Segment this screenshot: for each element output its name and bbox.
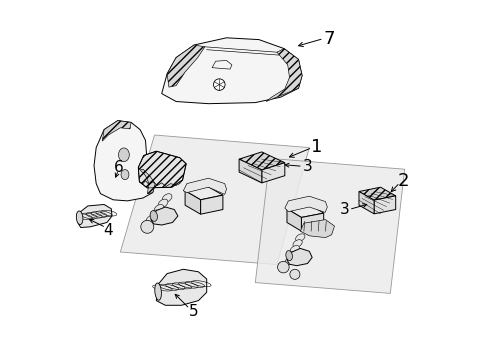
Ellipse shape xyxy=(155,283,161,300)
Polygon shape xyxy=(239,159,261,183)
Polygon shape xyxy=(286,204,323,217)
Polygon shape xyxy=(212,60,231,69)
Polygon shape xyxy=(255,158,404,293)
Polygon shape xyxy=(301,213,323,231)
Polygon shape xyxy=(120,135,309,265)
Ellipse shape xyxy=(287,251,296,259)
Text: 1: 1 xyxy=(310,138,322,156)
Ellipse shape xyxy=(292,240,302,247)
Polygon shape xyxy=(358,192,373,214)
Text: 5: 5 xyxy=(188,304,198,319)
Ellipse shape xyxy=(285,257,294,265)
Ellipse shape xyxy=(76,211,83,225)
Ellipse shape xyxy=(158,199,167,208)
Polygon shape xyxy=(239,152,284,170)
Text: 6: 6 xyxy=(114,160,124,175)
Polygon shape xyxy=(300,220,334,238)
Ellipse shape xyxy=(150,211,157,221)
Text: 2: 2 xyxy=(396,172,408,190)
Text: 3: 3 xyxy=(302,159,312,174)
Polygon shape xyxy=(185,186,223,200)
Polygon shape xyxy=(265,49,302,102)
Polygon shape xyxy=(151,207,178,225)
Polygon shape xyxy=(284,196,326,212)
Ellipse shape xyxy=(154,204,163,213)
Polygon shape xyxy=(185,191,200,214)
Polygon shape xyxy=(358,187,395,200)
Ellipse shape xyxy=(285,251,292,261)
Text: 7: 7 xyxy=(323,30,334,48)
Polygon shape xyxy=(167,45,204,87)
Ellipse shape xyxy=(162,194,172,202)
Circle shape xyxy=(289,269,299,279)
Ellipse shape xyxy=(146,215,156,224)
Circle shape xyxy=(141,220,153,233)
Text: 3: 3 xyxy=(339,202,349,217)
Circle shape xyxy=(277,261,288,273)
Ellipse shape xyxy=(295,234,305,241)
Circle shape xyxy=(213,79,224,90)
Ellipse shape xyxy=(118,148,129,162)
Polygon shape xyxy=(286,248,311,266)
Polygon shape xyxy=(102,121,131,141)
Polygon shape xyxy=(94,121,155,201)
Polygon shape xyxy=(140,169,155,194)
Ellipse shape xyxy=(290,246,299,253)
Polygon shape xyxy=(78,204,112,228)
Polygon shape xyxy=(138,151,186,188)
Polygon shape xyxy=(183,178,226,194)
Text: 4: 4 xyxy=(102,223,112,238)
Polygon shape xyxy=(200,195,223,214)
Polygon shape xyxy=(162,38,302,104)
Polygon shape xyxy=(373,196,395,214)
Polygon shape xyxy=(156,269,206,305)
Ellipse shape xyxy=(121,170,129,180)
Polygon shape xyxy=(261,163,284,183)
Ellipse shape xyxy=(150,210,160,219)
Polygon shape xyxy=(286,209,301,231)
